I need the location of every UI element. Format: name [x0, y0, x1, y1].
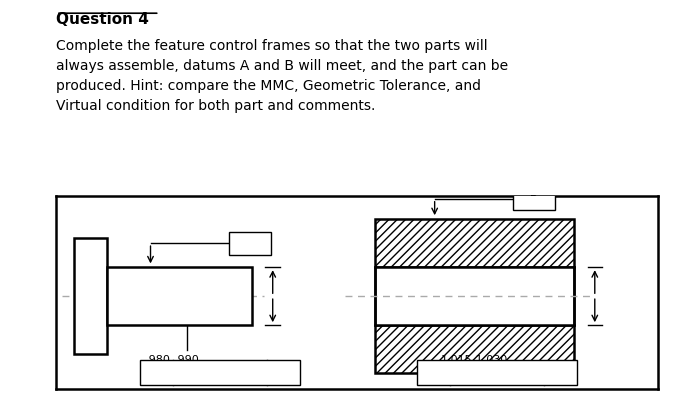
Bar	[107, 268, 252, 325]
Text: A: A	[246, 239, 253, 249]
Bar	[74, 239, 107, 354]
Text: ⊥: ⊥	[428, 366, 439, 379]
Bar	[375, 220, 574, 268]
Bar	[513, 188, 555, 211]
Text: ⊥: ⊥	[151, 366, 162, 379]
Bar	[375, 325, 574, 373]
Text: A: A	[279, 367, 287, 377]
Bar	[229, 232, 271, 255]
Text: B: B	[556, 367, 564, 377]
Bar	[417, 360, 577, 385]
Bar	[375, 268, 574, 325]
Text: Complete the feature control frames so that the two parts will
always assemble, : Complete the feature control frames so t…	[56, 38, 508, 113]
Bar	[140, 360, 300, 385]
Text: B: B	[530, 194, 538, 204]
Text: 1.015-1.030: 1.015-1.030	[441, 354, 508, 364]
Text: .980-.990: .980-.990	[146, 354, 199, 364]
Text: Question 4: Question 4	[56, 12, 149, 27]
